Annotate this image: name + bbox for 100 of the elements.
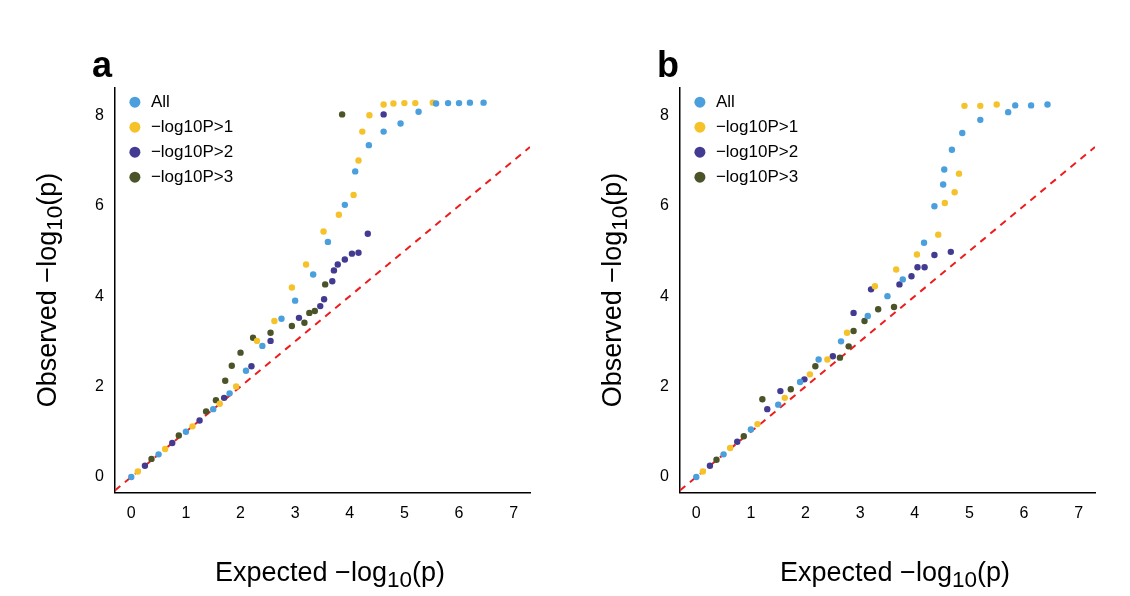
- point: [253, 337, 261, 345]
- point: [278, 315, 285, 322]
- point: [317, 302, 324, 310]
- point: [720, 451, 727, 458]
- point: [134, 468, 142, 475]
- y-tick-label: 2: [659, 376, 669, 394]
- point: [330, 267, 338, 274]
- point: [948, 146, 956, 153]
- point: [955, 170, 963, 177]
- point: [850, 327, 857, 335]
- x-tick-label: 7: [509, 503, 519, 521]
- x-tick-label: 3: [290, 503, 300, 521]
- point: [480, 99, 487, 106]
- point: [212, 396, 220, 404]
- point: [693, 473, 700, 481]
- x-tick-label: 5: [399, 503, 409, 521]
- point: [713, 456, 720, 463]
- point: [864, 312, 871, 320]
- y-tick-label: 2: [94, 376, 104, 394]
- point: [320, 228, 327, 235]
- point: [335, 211, 343, 218]
- y-tick-label: 6: [659, 196, 669, 214]
- y-tick-label: 6: [94, 196, 104, 214]
- point: [271, 317, 278, 325]
- point: [202, 408, 210, 415]
- point: [242, 367, 250, 374]
- point: [890, 303, 898, 311]
- point: [355, 157, 362, 164]
- point: [1027, 102, 1035, 109]
- x-tick-label: 0: [126, 503, 136, 521]
- point: [390, 100, 397, 107]
- y-tick-label: 0: [94, 467, 104, 485]
- point: [248, 363, 255, 370]
- point: [874, 306, 882, 313]
- y-tick-label: 4: [94, 286, 104, 304]
- point: [397, 120, 404, 127]
- point: [444, 99, 452, 107]
- point: [884, 292, 891, 300]
- point: [148, 455, 155, 463]
- point: [781, 394, 788, 402]
- point: [306, 309, 313, 317]
- x-tick-label: 1: [746, 503, 756, 521]
- y-tick-label: 0: [659, 467, 669, 485]
- point: [815, 356, 822, 363]
- point: [309, 271, 317, 278]
- point: [829, 353, 837, 360]
- point: [311, 307, 318, 315]
- x-tick-label: 0: [691, 503, 701, 521]
- x-tick-label: 5: [964, 503, 974, 521]
- legend-label: −log10P>3: [150, 166, 234, 186]
- point: [210, 405, 217, 413]
- point: [189, 423, 196, 430]
- chart-title: b: [657, 43, 679, 85]
- point: [947, 248, 955, 256]
- point: [764, 405, 771, 413]
- point: [861, 317, 868, 325]
- x-tick-label: 1: [181, 503, 191, 521]
- legend-label: −log10P>2: [715, 141, 799, 161]
- x-tick-label: 6: [1019, 503, 1029, 521]
- x-tick-label: 4: [910, 503, 920, 521]
- point: [232, 383, 240, 390]
- point: [341, 256, 349, 263]
- point: [341, 201, 349, 209]
- legend-label: −log10P>3: [715, 166, 799, 186]
- point: [845, 343, 852, 350]
- point: [455, 99, 463, 107]
- point: [295, 314, 303, 322]
- point: [415, 108, 422, 115]
- y-tick-label: 8: [659, 105, 669, 123]
- point: [141, 462, 149, 469]
- point: [321, 281, 329, 288]
- point: [941, 166, 948, 173]
- point: [320, 296, 328, 303]
- x-axis-title: Expected −log$_{10}$(p): [780, 556, 1010, 594]
- point: [787, 386, 794, 393]
- point: [380, 111, 387, 118]
- point: [1004, 108, 1012, 116]
- point: [291, 297, 299, 304]
- point: [699, 468, 707, 475]
- point: [259, 342, 266, 350]
- point: [941, 199, 948, 207]
- point: [993, 101, 1000, 108]
- point: [977, 116, 984, 124]
- point: [267, 329, 274, 336]
- point: [175, 432, 182, 439]
- point: [324, 238, 332, 246]
- point: [740, 433, 747, 440]
- x-tick-label: 2: [801, 503, 811, 521]
- point: [726, 444, 734, 452]
- point: [939, 181, 947, 188]
- point: [288, 322, 296, 330]
- point: [706, 462, 714, 469]
- point: [921, 264, 928, 271]
- point: [249, 334, 257, 341]
- point: [329, 278, 336, 285]
- point: [759, 396, 766, 403]
- point: [301, 319, 308, 327]
- point: [334, 261, 341, 268]
- point: [365, 141, 373, 149]
- point: [222, 377, 229, 384]
